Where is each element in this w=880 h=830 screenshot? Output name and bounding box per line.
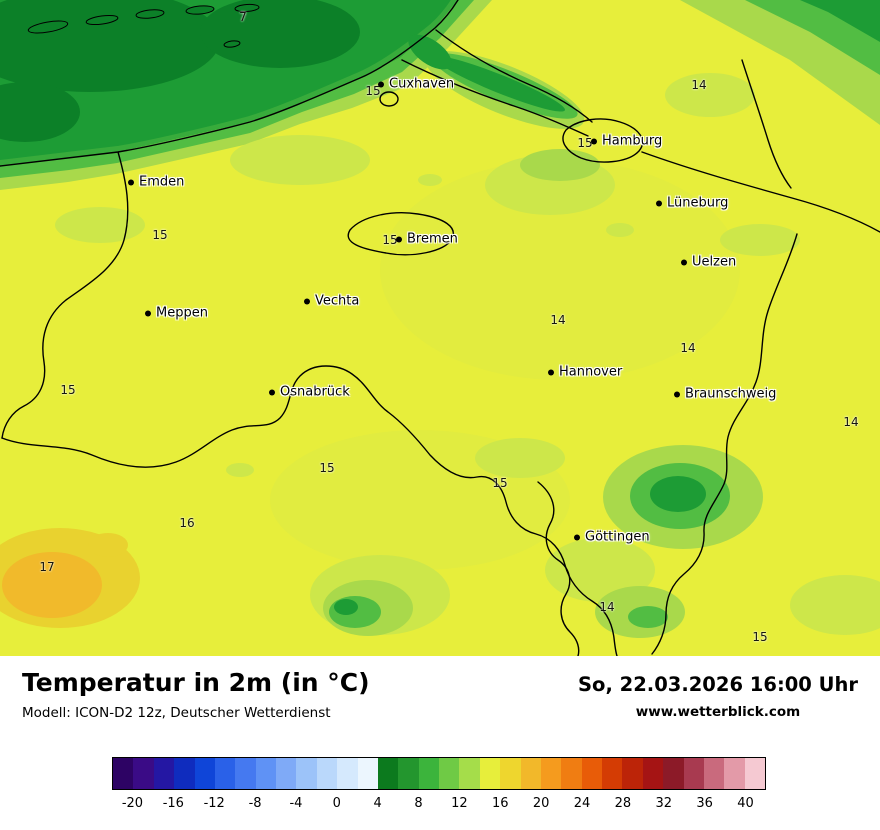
legend-tick-label: 24 xyxy=(573,796,591,811)
north-eastern-border xyxy=(741,59,792,189)
legend-tick-label: 0 xyxy=(332,796,341,811)
southern-green-patches xyxy=(323,149,685,638)
legend-color-segment xyxy=(153,758,175,789)
legend-tick-label: -20 xyxy=(121,796,144,811)
coastline xyxy=(0,0,459,167)
temperature-map: 7 15 14 15 15 15 14 14 15 14 15 15 16 17 14 15 Cuxhaven… xyxy=(0,0,880,656)
harz-mountain-area xyxy=(603,445,763,549)
page-title: Temperatur in 2m (in °C) xyxy=(22,668,370,697)
footer-right-block: So, 22.03.2026 16:00 Uhr www.wetterblick… xyxy=(578,673,858,720)
warm-orange-area xyxy=(0,528,140,628)
western-border xyxy=(1,151,129,439)
legend-color-segment xyxy=(703,758,725,789)
hesse-border xyxy=(537,481,580,656)
legend-color-segment xyxy=(744,758,765,789)
top-right-green-corner xyxy=(680,0,880,125)
legend-color-segment xyxy=(683,758,704,789)
elbe-estuary xyxy=(408,34,585,129)
legend-color-segment xyxy=(398,758,419,789)
legend-color-segment xyxy=(663,758,684,789)
footer-left-block: Temperatur in 2m (in °C) Modell: ICON-D2… xyxy=(22,668,370,721)
legend-tick-label: 28 xyxy=(614,796,632,811)
legend-color-segment xyxy=(540,758,562,789)
legend-color-segment xyxy=(602,758,623,789)
legend-tick-label: -8 xyxy=(248,796,262,811)
legend-tick-label: 4 xyxy=(373,796,382,811)
islands xyxy=(27,3,260,48)
legend-color-segment xyxy=(439,758,460,789)
legend-tick-label: 40 xyxy=(737,796,754,811)
legend-color-segment xyxy=(418,758,439,789)
temperature-legend: -20 -16 -12 -8 -4 0 4 8 12 16 20 24 28 32 36 40 xyxy=(112,757,766,814)
legend-tick-label: 8 xyxy=(414,796,423,811)
legend-color-segment xyxy=(520,758,541,789)
legend-color-segment xyxy=(479,758,501,789)
map-graphic xyxy=(0,0,880,656)
eastern-border xyxy=(651,233,798,655)
legend-tick-label: 12 xyxy=(451,796,468,811)
southern-border xyxy=(1,365,618,656)
legend-color-segment xyxy=(561,758,582,789)
legend-color-segment xyxy=(296,758,317,789)
legend-color-segment xyxy=(255,758,276,789)
elbe-upstream-border xyxy=(641,151,880,233)
website-text: www.wetterblick.com xyxy=(635,704,801,721)
legend-color-segment xyxy=(276,758,297,789)
legend-tick-label: 16 xyxy=(492,796,509,811)
legend-tick-label: 36 xyxy=(696,796,713,811)
legend-color-segment xyxy=(581,758,602,789)
legend-tick-label: -4 xyxy=(289,796,303,811)
legend-color-segment xyxy=(724,758,745,789)
legend-color-segment xyxy=(316,758,338,789)
legend-color-segment xyxy=(235,758,256,789)
border-lines xyxy=(0,0,880,656)
legend-color-segment xyxy=(642,758,664,789)
legend-color-segment xyxy=(622,758,643,789)
map-footer: Temperatur in 2m (in °C) Modell: ICON-D2… xyxy=(0,656,880,830)
legend-tick-labels: -20 -16 -12 -8 -4 0 4 8 12 16 20 24 28 32 36 40 xyxy=(112,796,766,814)
elbe-north-bank xyxy=(435,29,593,123)
legend-color-segment xyxy=(500,758,521,789)
coastal-green-bands xyxy=(0,0,492,190)
legend-color-segment xyxy=(113,758,134,789)
legend-tick-label: -16 xyxy=(162,796,184,811)
elbe-south-bank xyxy=(401,59,589,137)
legend-color-segment xyxy=(133,758,154,789)
legend-tick-label: -12 xyxy=(203,796,225,811)
legend-color-segment xyxy=(337,758,358,789)
model-info: Modell: ICON-D2 12z, Deutscher Wetterdie… xyxy=(22,705,331,721)
legend-color-segment xyxy=(214,758,236,789)
legend-color-segment xyxy=(459,758,480,789)
legend-color-bar xyxy=(112,757,766,790)
bremen-boundary xyxy=(347,212,455,256)
legend-color-segment xyxy=(174,758,195,789)
hamburg-boundary xyxy=(562,118,644,163)
legend-color-segment xyxy=(377,758,399,789)
legend-tick-label: 32 xyxy=(655,796,673,811)
legend-color-segment xyxy=(357,758,378,789)
forecast-datetime: So, 22.03.2026 16:00 Uhr xyxy=(578,673,858,696)
legend-color-segment xyxy=(194,758,215,789)
legend-tick-label: 20 xyxy=(532,796,550,811)
bremerhaven-boundary xyxy=(379,91,399,107)
